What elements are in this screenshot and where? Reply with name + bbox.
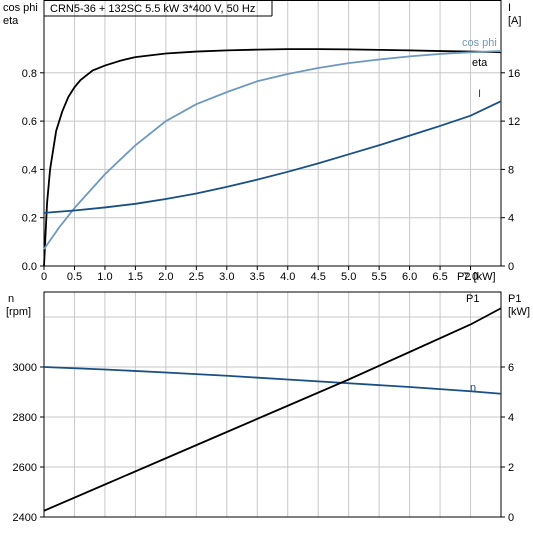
series-label-P1: P1 xyxy=(466,293,479,305)
y-left-label-eta: eta xyxy=(3,15,19,27)
y-left-unit: [rpm] xyxy=(6,306,31,318)
y-left-tick-label: 0.2 xyxy=(22,213,37,225)
x-tick-label: 4.0 xyxy=(280,271,295,283)
y-left-tick-label: 2800 xyxy=(13,412,37,424)
y-right-tick-label: 2 xyxy=(508,462,514,474)
y-left-tick-label: 0.0 xyxy=(22,261,37,273)
series-label-eta: eta xyxy=(472,57,488,69)
x-tick-label: 4.5 xyxy=(311,271,326,283)
y-right-label: I xyxy=(508,2,511,14)
top-plot: CRN5-36 + 132SC 5.5 kW 3*400 V, 50 Hz cos… xyxy=(3,0,521,283)
y-right-tick-label: 8 xyxy=(508,164,514,176)
x-tick-label: 1.5 xyxy=(128,271,143,283)
series-label-cos-phi: cos phi xyxy=(462,37,497,49)
series-line-n xyxy=(43,366,502,395)
series-line-cos-phi xyxy=(43,50,502,250)
x-tick-label: 0 xyxy=(41,271,47,283)
y-left-tick-label: 0.6 xyxy=(22,116,37,128)
y-right-tick-label: 4 xyxy=(508,213,514,225)
y-left-tick-label: 0.4 xyxy=(22,164,37,176)
series-label-n: n xyxy=(470,382,476,394)
y-right-tick-label: 16 xyxy=(508,68,520,80)
y-left-label: cos phi xyxy=(3,2,38,14)
y-right-unit: [kW] xyxy=(508,306,530,318)
y-right-label: P1 xyxy=(508,293,521,305)
y-left-tick-label: 2600 xyxy=(13,462,37,474)
x-tick-label: 7.0 xyxy=(463,271,478,283)
plot-frame xyxy=(43,291,502,518)
series-line-eta xyxy=(43,48,502,267)
y-right-tick-label: 0 xyxy=(508,512,514,524)
x-tick-label: 3.0 xyxy=(219,271,234,283)
x-tick-label: 5.0 xyxy=(341,271,356,283)
x-tick-label: 1.0 xyxy=(97,271,112,283)
x-tick-label: 0.5 xyxy=(67,271,82,283)
y-left-tick-label: 0.8 xyxy=(22,68,37,80)
series-label-I: I xyxy=(478,88,481,100)
x-tick-label: 5.5 xyxy=(371,271,386,283)
x-tick-label: 6.5 xyxy=(432,271,447,283)
x-tick-label: 2.5 xyxy=(189,271,204,283)
x-tick-label: 6.0 xyxy=(402,271,417,283)
chart-title: CRN5-36 + 132SC 5.5 kW 3*400 V, 50 Hz xyxy=(50,3,255,15)
plot-frame xyxy=(43,0,502,267)
x-axis-label: P2 [kW] xyxy=(457,271,496,283)
y-right-tick-label: 12 xyxy=(508,116,520,128)
y-right-unit: [A] xyxy=(508,15,521,27)
series-line-I xyxy=(43,100,502,214)
y-left-label: n xyxy=(8,293,14,305)
y-right-tick-label: 0 xyxy=(508,261,514,273)
y-right-tick-label: 6 xyxy=(508,362,514,374)
y-left-tick-label: 2400 xyxy=(13,512,37,524)
series-line-P1 xyxy=(43,307,502,512)
y-right-tick-label: 4 xyxy=(508,412,514,424)
x-tick-label: 2.0 xyxy=(158,271,173,283)
x-tick-label: 3.5 xyxy=(250,271,265,283)
y-left-tick-label: 3000 xyxy=(13,362,37,374)
